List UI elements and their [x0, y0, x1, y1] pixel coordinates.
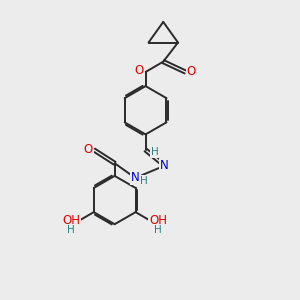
Text: H: H: [154, 225, 162, 236]
Text: H: H: [140, 176, 148, 186]
Text: O: O: [83, 143, 93, 157]
Text: O: O: [187, 65, 196, 79]
Text: H: H: [151, 147, 158, 158]
Text: OH: OH: [62, 214, 80, 227]
Text: O: O: [134, 64, 144, 77]
Text: OH: OH: [149, 214, 167, 227]
Text: H: H: [67, 225, 75, 236]
Text: N: N: [131, 171, 140, 184]
Text: N: N: [160, 158, 169, 172]
